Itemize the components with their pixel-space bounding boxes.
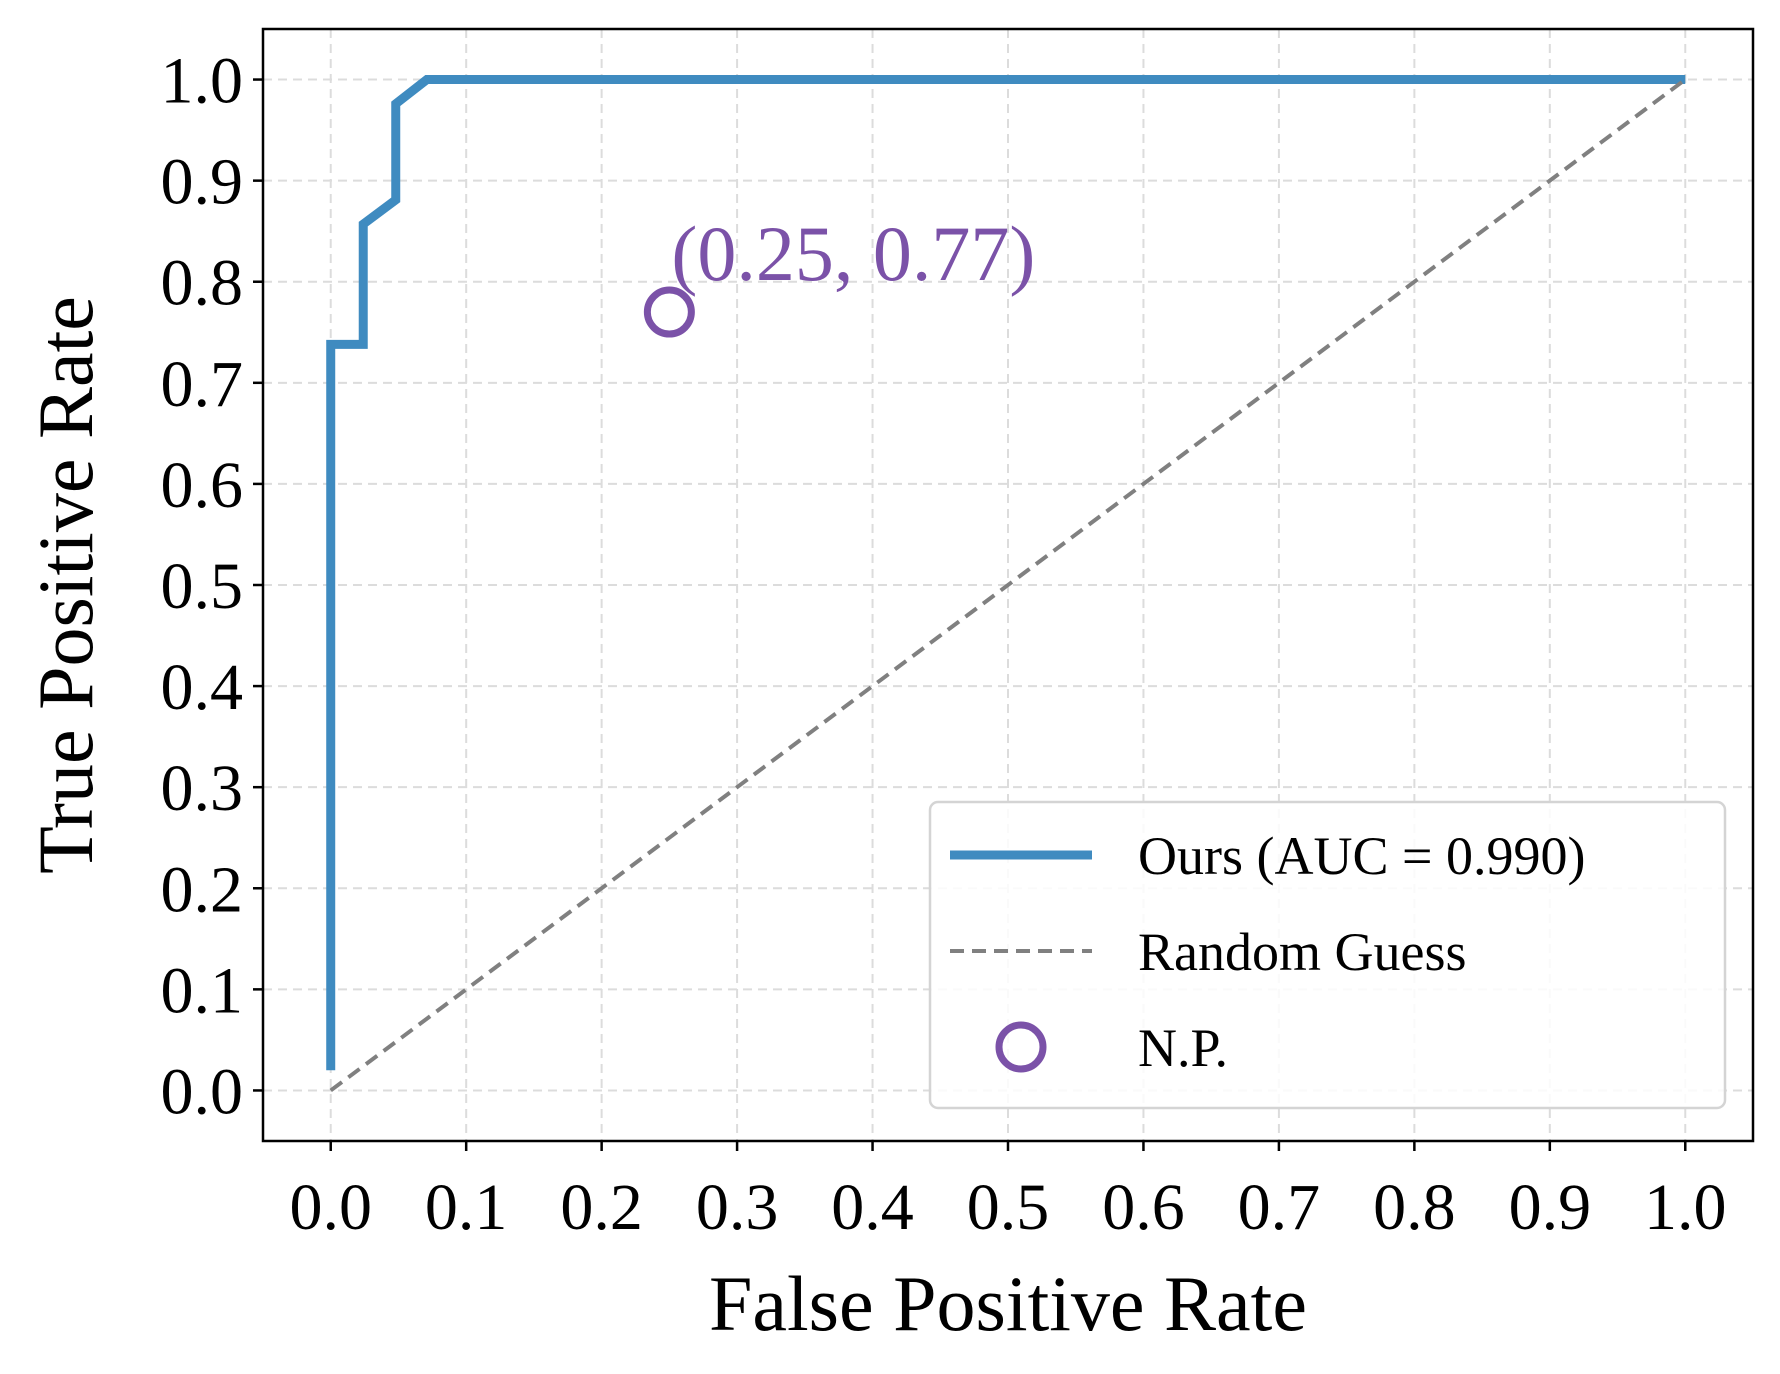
y-tick-label-9: 0.9: [161, 146, 244, 219]
y-axis-label: True Positive Rate: [22, 296, 109, 874]
x-tick-label-7: 0.7: [1238, 1171, 1321, 1244]
x-tick-label-5: 0.5: [967, 1171, 1050, 1244]
x-tick-label-4: 0.4: [831, 1171, 914, 1244]
x-tick-label-9: 0.9: [1509, 1171, 1592, 1244]
y-tick-label-3: 0.3: [161, 752, 244, 825]
series-line-0: [326, 75, 1686, 1071]
x-tick-label-10: 1.0: [1644, 1171, 1727, 1244]
y-tick-label-1: 0.1: [161, 954, 244, 1027]
legend-swatch-2: [995, 1021, 1047, 1073]
x-tick-label-6: 0.6: [1102, 1171, 1185, 1244]
legend-box: [928, 800, 1727, 1110]
x-tick-label-3: 0.3: [696, 1171, 779, 1244]
y-tick-label-4: 0.4: [161, 651, 244, 724]
x-tick-label-0: 0.0: [289, 1171, 372, 1244]
x-tick-label-8: 0.8: [1373, 1171, 1456, 1244]
series-layer: [326, 75, 1687, 1093]
x-tick-label-1: 0.1: [425, 1171, 508, 1244]
series-line-1: [329, 77, 1687, 1093]
legend: Ours (AUC = 0.990) Random Guess N.P.: [928, 800, 1727, 1110]
y-tick-label-5: 0.5: [161, 550, 244, 623]
y-tick-label-2: 0.2: [161, 853, 244, 926]
legend-label-2: N.P.: [1138, 1018, 1228, 1078]
legend-label-0: Ours (AUC = 0.990): [1138, 826, 1585, 886]
series-point-2-0: [643, 286, 695, 338]
legend-label-1: Random Guess: [1138, 922, 1466, 982]
y-tick-label-0: 0.0: [161, 1055, 244, 1128]
annotations: (0.25, 0.77): [671, 210, 1035, 297]
y-tick-label-8: 0.8: [161, 247, 244, 320]
y-tick-label-10: 1.0: [161, 45, 244, 118]
y-tick-label-6: 0.6: [161, 449, 244, 522]
annotation-0: (0.25, 0.77): [671, 210, 1035, 297]
ticks: 0.0 0.1 0.2 0.3 0.4 0.5 0.6 0.7 0.8 0.9 1.0 0.0 0.1 0…: [161, 45, 1727, 1244]
x-tick-label-2: 0.2: [560, 1171, 643, 1244]
x-axis-label: False Positive Rate: [709, 1260, 1307, 1347]
y-tick-label-7: 0.7: [161, 348, 244, 421]
